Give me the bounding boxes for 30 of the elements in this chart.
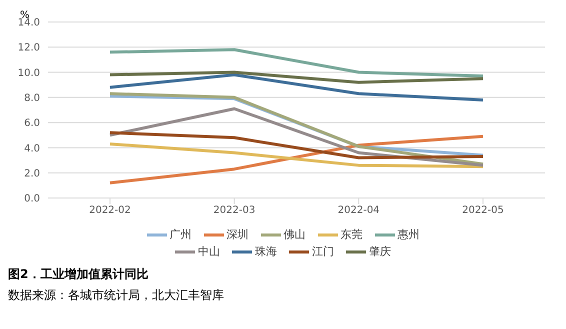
- x-tick-label: 2022-03: [213, 205, 256, 216]
- x-tick-label: 2022-02: [89, 205, 131, 216]
- y-tick-label: 12.0: [18, 42, 40, 54]
- text: 图2．工业增加值累计同比: [8, 266, 150, 283]
- source-note: 数据来源：各城市统计局，北大汇丰智库: [8, 287, 225, 304]
- legend-label: 珠海: [254, 244, 277, 259]
- y-tick-label: 0.0: [24, 194, 40, 205]
- y-tick-label: 8.0: [24, 92, 40, 104]
- y-tick-label: 4.0: [24, 143, 40, 154]
- line-series: [108, 73, 484, 102]
- line-series: [108, 142, 484, 168]
- legend-label: 中山: [197, 244, 220, 259]
- line-series: [108, 48, 484, 78]
- legend-label: 深圳: [226, 227, 248, 242]
- legend-label: 肇庆: [368, 244, 391, 259]
- line-series: [108, 70, 484, 84]
- legend-label: 惠州: [396, 227, 420, 242]
- legend-label: 佛山: [282, 227, 306, 242]
- legend-label: 广州: [168, 227, 192, 242]
- x-tick-label: 2022-05: [462, 205, 504, 216]
- x-tick-label: 2022-04: [338, 205, 380, 216]
- line-series: [108, 107, 484, 167]
- legend-label: 江门: [311, 244, 334, 259]
- y-tick-label: 2.0: [24, 168, 40, 180]
- y-tick-label: 10.0: [18, 68, 40, 79]
- legend-label: 东莞: [340, 227, 362, 242]
- y-tick-label: 6.0: [24, 118, 40, 130]
- line-series: [108, 92, 484, 166]
- line-series: [108, 131, 484, 160]
- line-series: [108, 134, 484, 184]
